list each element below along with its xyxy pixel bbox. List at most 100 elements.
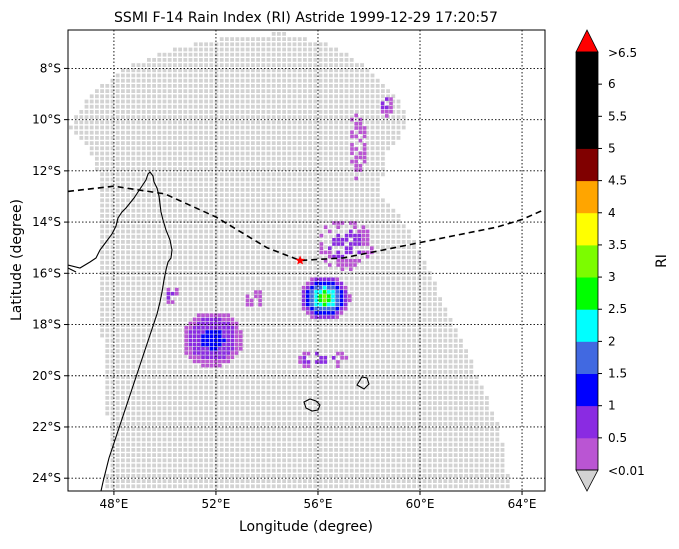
swath-pixel [147, 120, 151, 125]
swath-pixel [131, 104, 136, 109]
swath-pixel [370, 219, 375, 223]
swath-pixel [141, 177, 146, 182]
swath-pixel [266, 370, 271, 374]
swath-pixel [126, 188, 130, 192]
swath-pixel [256, 281, 260, 286]
swath-pixel [110, 266, 115, 270]
swath-pixel [162, 312, 167, 317]
swath-pixel [334, 437, 338, 442]
swath-pixel [219, 364, 224, 369]
swath-pixel [152, 401, 156, 405]
swath-pixel [230, 78, 234, 83]
swath-pixel [167, 141, 172, 145]
swath-pixel [370, 167, 375, 171]
swath-pixel [209, 297, 214, 301]
swath-pixel [323, 229, 328, 234]
swath-pixel [381, 328, 385, 333]
swath-pixel [292, 214, 297, 218]
swath-pixel [152, 130, 156, 135]
swath-pixel [391, 396, 396, 400]
swath-pixel [251, 349, 255, 353]
swath-pixel [251, 224, 255, 229]
swath-pixel [344, 214, 349, 218]
swath-pixel [199, 115, 203, 119]
swath-pixel [282, 349, 286, 353]
swath-pixel [256, 276, 260, 281]
swath-pixel [287, 260, 292, 265]
swath-pixel [464, 448, 468, 452]
swath-pixel [318, 172, 323, 177]
swath-pixel [323, 89, 328, 93]
swath-pixel [173, 318, 177, 322]
swath-pixel [110, 318, 115, 322]
swath-pixel [401, 266, 406, 270]
swath-pixel [157, 104, 162, 109]
swath-pixel [188, 416, 193, 421]
swath-pixel [391, 349, 396, 353]
swath-pixel [157, 73, 162, 78]
swath-pixel [141, 416, 146, 421]
swath-pixel [277, 224, 281, 229]
swath-pixel [375, 141, 380, 145]
swath-pixel [370, 333, 375, 338]
swath-pixel [329, 297, 333, 301]
swath-pixel [199, 359, 203, 364]
swath-pixel [162, 214, 167, 218]
swath-pixel [271, 37, 276, 41]
swath-pixel [121, 255, 125, 260]
swath-pixel [287, 146, 292, 151]
swath-pixel [308, 234, 312, 239]
swath-pixel [469, 380, 474, 385]
swath-pixel [167, 318, 172, 322]
swath-pixel [318, 260, 323, 265]
swath-pixel [334, 234, 338, 239]
swath-pixel [121, 333, 125, 338]
swath-pixel [287, 437, 292, 442]
swath-pixel [370, 240, 375, 244]
swath-pixel [245, 229, 250, 234]
swath-pixel [277, 250, 281, 255]
swath-pixel [162, 203, 167, 208]
swath-pixel [245, 203, 250, 208]
swath-pixel [266, 276, 271, 281]
swath-pixel [157, 281, 162, 286]
swath-pixel [204, 385, 208, 390]
swath-pixel [381, 286, 385, 291]
swath-pixel [126, 422, 130, 426]
swath-pixel [204, 266, 208, 270]
swath-pixel [235, 182, 240, 187]
swath-pixel [162, 271, 167, 275]
swath-pixel [204, 406, 208, 411]
swath-pixel [396, 364, 401, 369]
swath-pixel [396, 411, 401, 416]
swath-pixel [147, 297, 151, 301]
swath-pixel [105, 370, 110, 374]
swath-pixel [396, 234, 401, 239]
swath-pixel [329, 281, 333, 286]
swath-pixel [214, 58, 219, 62]
swath-pixel [141, 255, 146, 260]
swath-pixel [240, 266, 245, 270]
swath-pixel [396, 240, 401, 244]
swath-pixel [287, 411, 292, 416]
swath-pixel [121, 401, 125, 405]
swath-pixel [355, 396, 359, 400]
swath-pixel [131, 416, 136, 421]
swath-pixel [131, 323, 136, 327]
swath-pixel [334, 224, 338, 229]
swath-pixel [313, 401, 318, 405]
swath-pixel [199, 281, 203, 286]
swath-pixel [173, 188, 177, 192]
swath-pixel [230, 448, 234, 452]
swath-pixel [204, 442, 208, 447]
swath-pixel [292, 442, 297, 447]
swath-pixel [214, 349, 219, 353]
swath-pixel [131, 78, 136, 83]
swath-pixel [443, 427, 448, 431]
swath-pixel [256, 448, 260, 452]
swath-pixel [401, 344, 406, 348]
swath-pixel [131, 255, 136, 260]
swath-pixel [152, 453, 156, 457]
swath-pixel [396, 375, 401, 379]
swath-pixel [453, 416, 458, 421]
